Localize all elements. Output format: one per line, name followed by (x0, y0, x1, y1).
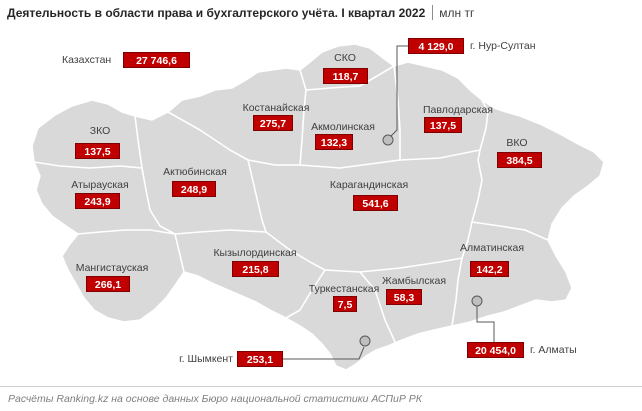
region-border (141, 167, 176, 235)
region-name-akmola: Акмолинская (311, 121, 375, 133)
region-name-almaty-region: Алматинская (459, 242, 525, 254)
city-value-nur-sultan: 4 129,0 (408, 38, 464, 54)
region-border (247, 159, 301, 166)
region-border (471, 221, 549, 241)
region-name-pavlodar: Павлодарская (423, 104, 493, 116)
region-border (393, 65, 401, 161)
region-value-zhambyl: 58,3 (386, 289, 422, 305)
region-border (451, 257, 463, 327)
unit-label: млн тг (439, 5, 475, 20)
title-row: Деятельность в области права и бухгалтер… (7, 5, 474, 20)
region-name-mangistau: Мангистауская (75, 262, 149, 274)
region-border (399, 149, 481, 161)
region-value-akmola: 132,3 (315, 134, 353, 150)
region-border (167, 111, 249, 161)
region-value-vko: 384,5 (497, 152, 542, 168)
country-name: Казахстан (62, 54, 112, 66)
region-border (33, 161, 143, 169)
leader-line-nur-sultan (390, 45, 408, 137)
region-border (479, 99, 489, 151)
region-name-karaganda: Карагандинская (329, 179, 409, 191)
region-value-kyzylorda: 215,8 (232, 261, 279, 277)
source-note: Расчёты Ranking.kz на основе данных Бюро… (8, 393, 422, 405)
city-name-nur-sultan: г. Нур-Султан (470, 40, 536, 52)
region-border (174, 229, 267, 235)
city-value-shymkent: 253,1 (237, 351, 283, 367)
region-name-sko: СКО (334, 52, 356, 64)
region-border (359, 257, 463, 273)
region-value-almaty-region: 142,2 (470, 261, 509, 277)
footer-divider (0, 386, 642, 387)
region-border (134, 115, 143, 169)
region-value-sko: 118,7 (323, 68, 368, 84)
region-value-kostanay: 275,7 (253, 115, 293, 131)
city-value-almaty: 20 454,0 (467, 342, 524, 358)
region-border (299, 89, 307, 166)
city-name-shymkent: г. Шымкент (179, 353, 233, 365)
leader-line-almaty (476, 306, 495, 342)
city-name-almaty: г. Алматы (530, 344, 577, 356)
region-border (247, 159, 267, 233)
region-name-zhambyl: Жамбылская (381, 275, 447, 287)
region-border (461, 221, 473, 259)
region-name-kyzylorda: Кызылординская (213, 247, 297, 259)
region-name-kostanay: Костанайская (242, 102, 310, 114)
region-border (299, 159, 401, 169)
city-marker-shymkent (359, 335, 371, 347)
region-border (324, 269, 396, 343)
page-title: Деятельность в области права и бухгалтер… (7, 5, 426, 20)
region-value-pavlodar: 137,5 (424, 117, 462, 133)
region-borders (33, 65, 549, 343)
region-border (77, 229, 185, 273)
region-value-aktobe: 248,9 (172, 181, 216, 197)
region-value-atyrau: 243,9 (75, 193, 120, 209)
region-value-turkestan: 7,5 (333, 296, 357, 312)
unit-separator (432, 5, 434, 20)
region-border (471, 149, 483, 223)
region-name-aktobe: Актюбинская (163, 166, 227, 178)
leader-line-shymkent (283, 346, 365, 360)
city-marker-nur-sultan (382, 134, 394, 146)
city-marker-almaty (471, 295, 483, 307)
region-name-atyrau: Атырауская (71, 179, 129, 191)
region-name-zko: ЗКО (89, 125, 111, 137)
country-value: 27 746,6 (123, 52, 190, 68)
region-name-turkestan: Туркестанская (308, 283, 380, 295)
region-border (265, 231, 326, 271)
region-name-vko: ВКО (506, 137, 528, 149)
region-border (299, 65, 395, 91)
region-value-karaganda: 541,6 (353, 195, 398, 211)
region-value-mangistau: 266,1 (86, 276, 130, 292)
region-value-zko: 137,5 (75, 143, 120, 159)
region-border (285, 269, 326, 319)
